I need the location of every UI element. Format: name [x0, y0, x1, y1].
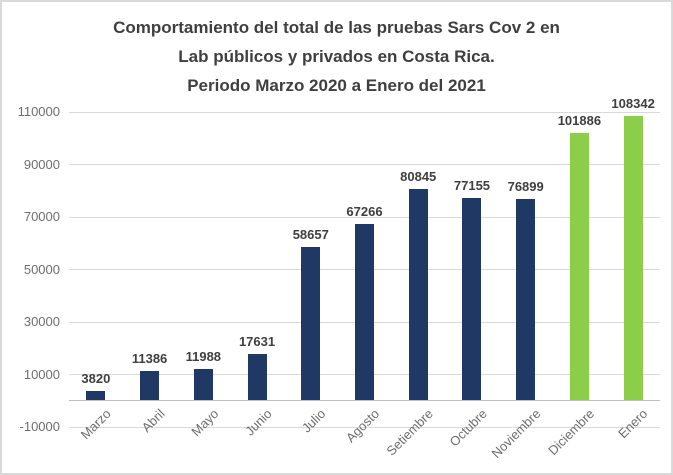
chart-title-line-3: Periodo Marzo 2020 a Enero del 2021 — [187, 76, 486, 95]
data-label-abril: 11386 — [131, 350, 168, 366]
data-label-mayo: 11988 — [185, 349, 222, 365]
x-axis-label-text: Mayo — [187, 405, 221, 439]
bar-octubre[interactable] — [462, 198, 482, 401]
chart-title-line-1: Comportamiento del total de las pruebas … — [113, 18, 560, 37]
x-axis-label-text: Marzo — [77, 405, 114, 442]
data-label-setiembre: 80845 — [400, 168, 437, 184]
bar-abril[interactable] — [140, 370, 160, 401]
bar-junio[interactable] — [247, 354, 267, 401]
bar-julio[interactable] — [301, 246, 321, 401]
bar-diciembre[interactable] — [569, 133, 589, 401]
x-axis-label-text: Enero — [615, 405, 651, 441]
gridline — [69, 111, 660, 113]
bar-setiembre[interactable] — [408, 188, 428, 401]
data-label-noviembre: 76899 — [507, 178, 544, 194]
y-axis-tick-label: -10000 — [19, 419, 60, 434]
x-axis-label-text: Noviembre — [488, 405, 544, 461]
x-axis-label-text: Abril — [138, 405, 168, 435]
y-axis-tick-label: 110000 — [17, 104, 60, 119]
x-axis-label-text: Julio — [298, 405, 329, 436]
x-axis-line — [69, 400, 660, 402]
data-label-enero: 108342 — [611, 96, 655, 112]
y-axis-tick-label: 10000 — [23, 366, 60, 382]
data-label-diciembre: 101886 — [557, 113, 602, 129]
gridline — [69, 426, 660, 428]
bar-noviembre[interactable] — [516, 198, 536, 401]
data-label-marzo: 3820 — [81, 370, 111, 386]
y-axis-tick-label: 90000 — [23, 156, 60, 172]
data-label-julio: 58657 — [292, 226, 329, 242]
x-axis-label-text: Agosto — [342, 405, 383, 445]
chart-title: Comportamiento del total de las pruebas … — [2, 13, 671, 100]
data-label-junio: 17631 — [238, 334, 276, 350]
bar-mayo[interactable] — [193, 369, 213, 401]
x-axis-label-text: Diciembre — [545, 405, 598, 458]
bar-enero[interactable] — [623, 116, 643, 401]
x-axis-label-text: Setiembre — [383, 405, 436, 459]
bar-marzo[interactable] — [86, 390, 106, 401]
y-axis-tick-label: 70000 — [23, 209, 60, 224]
data-label-agosto: 67266 — [346, 204, 383, 220]
chart-title-line-2: Lab públicos y privados en Costa Rica. — [178, 47, 495, 66]
y-axis-tick-label: 50000 — [23, 261, 60, 277]
gridline — [69, 164, 660, 165]
bar-agosto[interactable] — [355, 224, 374, 401]
data-label-octubre: 77155 — [453, 178, 491, 194]
gridline — [69, 216, 660, 218]
x-axis-label-text: Junio — [242, 405, 275, 439]
y-axis-tick-label: 30000 — [23, 314, 60, 329]
